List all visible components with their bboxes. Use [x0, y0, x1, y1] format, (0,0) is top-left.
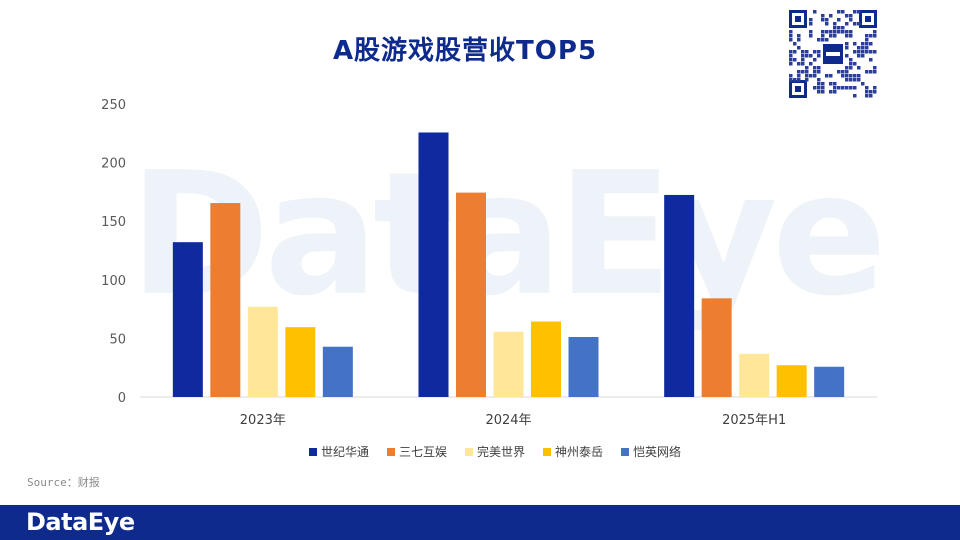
bars [172, 132, 845, 397]
bar [568, 336, 599, 397]
legend-item: 恺英网络 [621, 443, 681, 460]
bar [322, 346, 353, 397]
y-axis: 0 50 100 150 200 250 [101, 98, 126, 406]
bar [247, 306, 278, 397]
x-tick-label: 2023年 [240, 413, 286, 428]
bar [493, 331, 524, 397]
bar [456, 192, 486, 397]
bar [531, 321, 561, 397]
legend-label: 三七互娱 [398, 445, 447, 459]
y-tick-label: 100 [101, 274, 126, 289]
legend-label: 完美世界 [476, 445, 525, 459]
legend-item: 三七互娱 [386, 443, 447, 460]
source-note: Source：财报 [27, 476, 100, 489]
y-tick-label: 250 [101, 98, 126, 113]
x-axis: 2023年 2024年 2025年H1 [240, 413, 786, 428]
bar [776, 365, 807, 397]
y-tick-label: 50 [109, 332, 126, 347]
bar [172, 242, 203, 397]
legend-item: 神州泰岳 [543, 443, 603, 460]
legend-swatch [464, 447, 473, 456]
footer-bar: DataEye [0, 505, 960, 540]
bar [418, 132, 449, 397]
legend-swatch [308, 447, 317, 456]
bar [814, 366, 845, 397]
footer-logo: DataEye [26, 508, 135, 536]
legend-swatch [621, 447, 630, 456]
bar [285, 327, 316, 397]
x-tick-label: 2024年 [485, 413, 531, 428]
legend-item: 世纪华通 [308, 443, 369, 460]
legend-label: 恺英网络 [633, 445, 682, 459]
y-tick-label: 200 [101, 157, 126, 172]
bar [739, 353, 770, 397]
legend-label: 神州泰岳 [555, 445, 604, 459]
chart-title: A股游戏股营收TOP5 [332, 36, 598, 66]
bar [664, 194, 695, 397]
legend-swatch [386, 447, 395, 456]
y-tick-label: 0 [118, 391, 126, 406]
legend-swatch [543, 447, 551, 456]
y-tick-label: 150 [101, 215, 126, 230]
bar [210, 203, 241, 397]
legend-item: 完美世界 [464, 443, 525, 460]
qr-code-icon [787, 8, 879, 100]
legend-label: 世纪华通 [320, 445, 369, 459]
x-tick-label: 2025年H1 [722, 413, 786, 428]
bar [701, 298, 732, 397]
legend: 世纪华通 三七互娱 完美世界 神州泰岳 恺英网络 [0, 443, 960, 460]
